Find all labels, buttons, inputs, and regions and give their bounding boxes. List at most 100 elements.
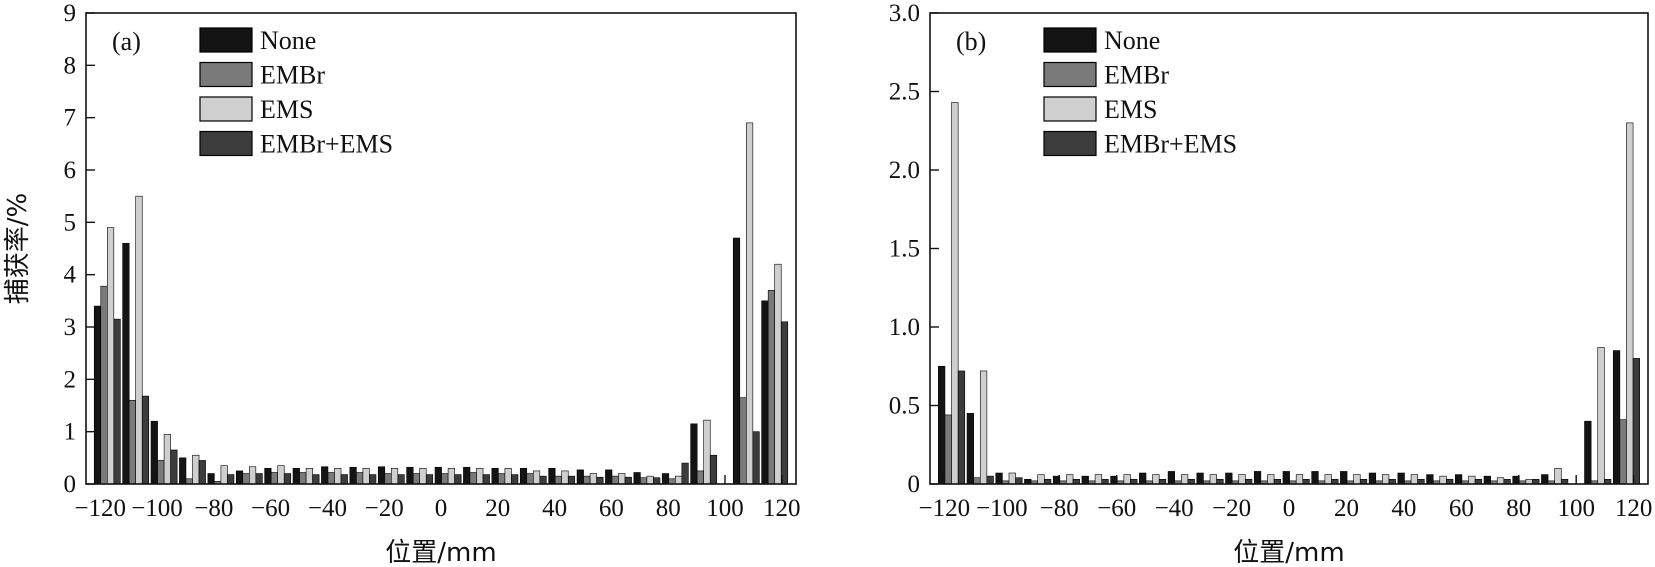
- y-tick-label: 0: [908, 471, 921, 498]
- legend-swatch-none: [199, 27, 253, 53]
- x-tick-label: −80: [194, 495, 233, 522]
- x-tick-label: −40: [308, 495, 347, 522]
- x-tick-label: −100: [131, 495, 183, 522]
- bar-none-2: [150, 420, 158, 485]
- bar-embr-ems-20: [681, 462, 689, 485]
- bar-none-23: [761, 300, 769, 485]
- bar-embr-ems-0: [113, 318, 121, 485]
- bar-ems-9: [1209, 474, 1217, 485]
- bar-none-5: [1081, 475, 1089, 485]
- bar-ems-14: [1353, 474, 1361, 485]
- bar-ems-7: [1152, 474, 1160, 485]
- y-tick-label: 5: [64, 209, 77, 236]
- bar-embr-ems-10: [397, 474, 405, 485]
- bar-embr-7: [299, 472, 307, 485]
- bar-ems-22: [1597, 347, 1605, 485]
- plot-frame: [929, 12, 1649, 485]
- bar-embr-0: [944, 414, 952, 485]
- bar-ems-1: [135, 195, 143, 485]
- legend-label: None: [1104, 26, 1160, 55]
- bar-ems-6: [1123, 474, 1131, 485]
- bar-ems-21: [703, 419, 711, 485]
- legend-swatch-embr-ems: [1043, 130, 1097, 157]
- x-tick-label: 80: [656, 495, 681, 522]
- bar-embr-5: [242, 473, 250, 485]
- bar-embr-0: [100, 285, 108, 485]
- legend-swatch-embr-ems: [199, 130, 253, 157]
- bar-embr-ems-23: [780, 321, 789, 485]
- bar-embr-11: [412, 473, 421, 485]
- x-tick-label: −60: [1097, 495, 1136, 522]
- y-tick-label: 4: [64, 262, 77, 289]
- legend-label: EMS: [260, 95, 313, 124]
- x-tick-label: 20: [485, 495, 510, 522]
- y-tick-label: 2: [64, 366, 77, 393]
- bar-none-1: [966, 413, 974, 485]
- y-tick-label: 1.5: [889, 236, 920, 263]
- x-tick-label: 60: [1449, 495, 1474, 522]
- legend-swatch-ems: [1043, 96, 1097, 122]
- legend-label: EMS: [1104, 95, 1157, 124]
- bar-ems-22: [745, 122, 754, 485]
- x-tick-label: 120: [1615, 495, 1653, 522]
- bar-embr-ems-3: [198, 460, 206, 485]
- bar-embr-1: [128, 399, 136, 485]
- bar-none-7: [292, 467, 300, 485]
- y-tick-label: 3: [64, 314, 77, 341]
- legend-label: EMBr: [260, 61, 325, 90]
- bar-embr-15: [526, 473, 534, 485]
- bar-ems-0: [107, 227, 115, 485]
- x-tick-label: 40: [1391, 495, 1416, 522]
- bar-embr-ems-1: [141, 395, 150, 485]
- bar-embr-14: [498, 473, 506, 485]
- y-tick-label: 0.5: [889, 393, 920, 420]
- bar-embr-16: [554, 475, 562, 485]
- bar-ems-19: [646, 475, 654, 485]
- bar-embr-ems-14: [511, 474, 519, 485]
- bar-embr-ems-2: [1015, 477, 1023, 485]
- x-axis-title: 位置/mm: [1233, 538, 1344, 567]
- x-tick-label: −20: [1212, 495, 1251, 522]
- legend-label: EMBr: [1104, 61, 1169, 90]
- bar-ems-2: [1008, 472, 1016, 485]
- panel-label: (a): [112, 27, 141, 56]
- x-tick-label: −60: [251, 495, 290, 522]
- bar-ems-3: [192, 454, 200, 485]
- x-tick-label: 80: [1506, 495, 1531, 522]
- bar-embr-ems-8: [340, 474, 348, 485]
- bar-none-11: [406, 466, 414, 485]
- bar-embr-8: [327, 472, 335, 485]
- y-tick-label: 2.5: [889, 79, 920, 106]
- bar-none-22: [1584, 420, 1592, 485]
- bar-embr-ems-6: [283, 473, 292, 485]
- y-tick-label: 8: [64, 52, 77, 79]
- y-tick-label: 0: [64, 471, 77, 498]
- bar-embr-23: [767, 290, 775, 485]
- bar-ems-5: [249, 466, 257, 485]
- bar-ems-10: [1238, 474, 1246, 485]
- bar-ems-4: [1066, 474, 1074, 485]
- x-tick-label: −120: [74, 495, 126, 522]
- bar-embr-ems-7: [312, 474, 320, 485]
- x-axis-title: 位置/mm: [385, 538, 496, 567]
- bar-embr-ems-15: [539, 475, 547, 485]
- bar-embr-6: [270, 472, 279, 485]
- bar-none-13: [463, 466, 471, 485]
- x-tick-label: −120: [919, 495, 971, 522]
- bar-none-9: [349, 466, 357, 485]
- bar-ems-11: [419, 467, 427, 485]
- bar-none-17: [1426, 474, 1434, 485]
- bar-ems-23: [774, 263, 782, 485]
- bar-embr-ems-9: [369, 474, 377, 485]
- bar-ems-15: [532, 470, 541, 485]
- bar-none-21: [690, 423, 698, 485]
- x-tick-label: 20: [1334, 495, 1359, 522]
- bar-embr-ems-13: [482, 474, 490, 485]
- bar-ems-7: [305, 467, 313, 485]
- y-tick-label: 3.0: [889, 0, 920, 27]
- bar-embr-12: [441, 473, 449, 485]
- bar-embr-ems-19: [653, 477, 661, 485]
- bar-embr-ems-1: [986, 475, 994, 485]
- x-tick-label: 0: [435, 495, 448, 522]
- bar-none-19: [1483, 475, 1491, 485]
